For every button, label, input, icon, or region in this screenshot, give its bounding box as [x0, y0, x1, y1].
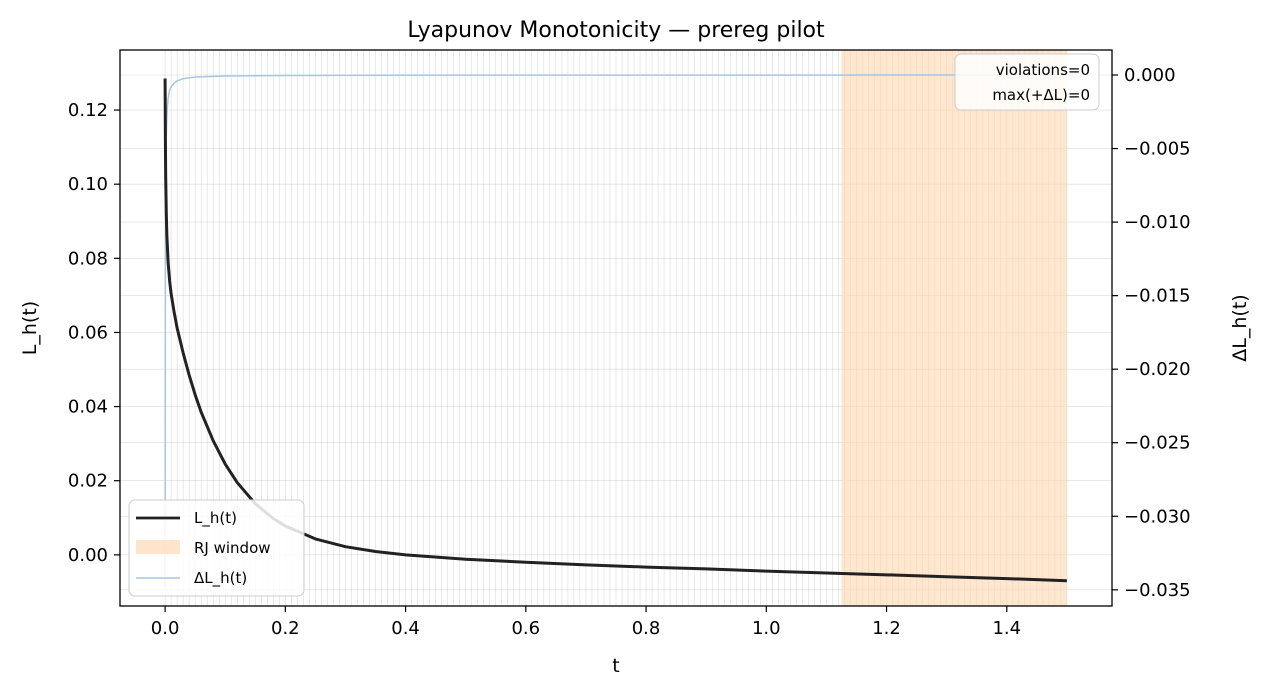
rj-window-band — [841, 50, 1067, 606]
x-tick-label: 1.0 — [752, 618, 781, 639]
annotation-frame — [954, 53, 1100, 111]
x-tick-label: 0.2 — [271, 618, 300, 639]
legend-label-l-h: L_h(t) — [194, 509, 237, 528]
legend-swatch-rj-window — [136, 540, 180, 554]
y-left-tick-label: 0.00 — [68, 545, 108, 566]
y-left-tick-label: 0.08 — [68, 248, 108, 269]
y-axis-left-label: L_h(t) — [19, 301, 41, 355]
y-left-tick-label: 0.10 — [68, 174, 108, 195]
annotation-max-delta: max(+ΔL)=0 — [992, 86, 1090, 104]
legend-label-rj-window: RJ window — [194, 539, 271, 557]
y-axis-right: 0.000 −0.005 −0.010 −0.015 −0.020 −0.025 −0.03… — [1112, 65, 1191, 601]
y-right-tick-label: −0.010 — [1124, 212, 1191, 233]
y-right-tick-label: 0.000 — [1124, 65, 1176, 86]
y-axis-right-label: ΔL_h(t) — [1229, 294, 1251, 361]
y-axis-left: 0.00 0.02 0.04 0.06 0.08 0.10 0.12 — [68, 100, 120, 566]
x-tick-label: 0.8 — [632, 618, 661, 639]
x-axis-label: t — [612, 655, 619, 677]
y-left-tick-label: 0.02 — [68, 471, 108, 492]
y-left-tick-label: 0.04 — [68, 397, 108, 418]
legend-label-delta-l-h: ΔL_h(t) — [194, 569, 247, 588]
annotation-box: violations=0 max(+ΔL)=0 — [954, 53, 1100, 111]
y-right-tick-label: −0.015 — [1124, 286, 1191, 307]
x-tick-label: 1.4 — [992, 618, 1021, 639]
chart-title: Lyapunov Monotonicity — prereg pilot — [407, 18, 825, 43]
x-tick-label: 0.6 — [511, 618, 540, 639]
y-right-tick-label: −0.025 — [1124, 433, 1191, 454]
legend-frame — [128, 499, 305, 597]
plot-frame — [119, 49, 1113, 607]
y-left-tick-label: 0.06 — [68, 322, 108, 343]
x-axis: 0.0 0.2 0.4 0.6 0.8 1.0 1.2 1.4 — [151, 606, 1021, 639]
y-right-tick-label: −0.005 — [1124, 139, 1191, 160]
x-tick-label: 1.2 — [872, 618, 901, 639]
x-tick-label: 0.4 — [391, 618, 420, 639]
x-tick-label: 0.0 — [151, 618, 180, 639]
legend: L_h(t) RJ window ΔL_h(t) — [128, 499, 305, 597]
y-right-tick-label: −0.030 — [1124, 506, 1191, 527]
annotation-violations: violations=0 — [996, 61, 1090, 79]
y-left-tick-label: 0.12 — [68, 100, 108, 121]
y-right-tick-label: −0.035 — [1124, 580, 1191, 601]
y-right-tick-label: −0.020 — [1124, 359, 1191, 380]
